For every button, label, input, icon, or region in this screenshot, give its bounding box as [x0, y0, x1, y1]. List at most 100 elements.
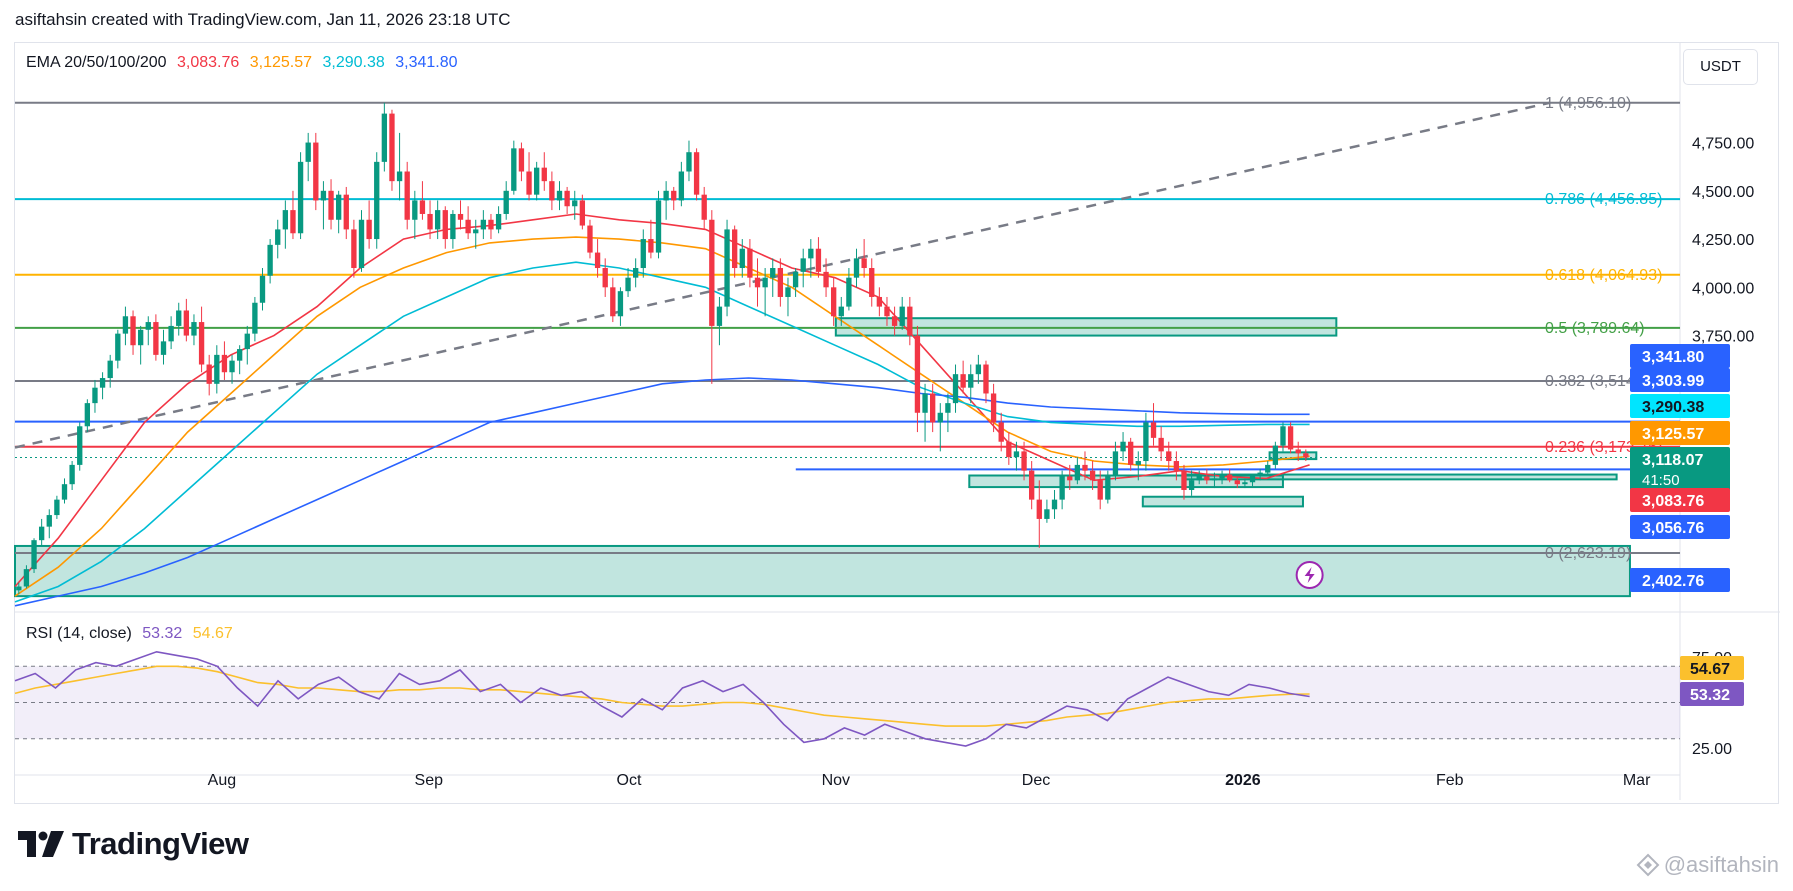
candle-body	[625, 277, 631, 292]
candle-body	[305, 142, 311, 162]
fib-level-label: 0 (2,623.19)	[1545, 545, 1631, 562]
price-tag-box	[1630, 421, 1730, 445]
ema20-value: 3,083.76	[177, 54, 240, 71]
candle-body	[587, 225, 593, 253]
price-tag-label: 2,402.76	[1642, 573, 1704, 590]
candle-body	[412, 200, 418, 220]
candle-body	[427, 213, 433, 230]
candle-body	[937, 412, 943, 423]
rsi-tag-box	[1680, 682, 1744, 706]
price-tag-box	[1630, 515, 1730, 539]
candle-body	[1051, 499, 1058, 510]
candle-body	[176, 310, 182, 326]
candle-body	[594, 252, 601, 269]
time-tick-label: Mar	[1623, 772, 1651, 789]
candle-body	[351, 229, 357, 269]
candle-body	[945, 403, 951, 413]
binance-square-icon	[1636, 853, 1660, 877]
zones-layer	[14, 317, 1631, 598]
candle-body	[930, 393, 936, 423]
candle-body	[442, 210, 448, 240]
ema-line	[14, 213, 1310, 588]
price-tag-box	[1630, 568, 1730, 592]
candle-body	[1029, 470, 1035, 500]
rsi-tick-label: 25.00	[1692, 741, 1732, 758]
price-tick-label: 3,750.00	[1692, 329, 1754, 346]
candle-body	[434, 210, 441, 230]
candle-body	[640, 239, 646, 269]
candle-body	[808, 248, 814, 259]
candle-body	[404, 171, 410, 220]
chart-frame	[14, 42, 1779, 804]
candle-body	[1013, 451, 1020, 458]
candle-body	[1105, 476, 1111, 500]
candle-body	[511, 148, 517, 191]
rsi-line	[14, 650, 1310, 747]
candle-body	[389, 113, 395, 182]
candle-body	[1234, 480, 1240, 485]
candle-body	[1204, 476, 1210, 481]
candle-body	[1089, 470, 1096, 481]
price-tag-label: 3,125.57	[1642, 426, 1704, 443]
candle-body	[701, 194, 707, 220]
candle-body	[823, 271, 829, 288]
candle-body	[1211, 478, 1218, 481]
candle-body	[709, 219, 715, 326]
candle-body	[153, 322, 159, 355]
candle-body	[861, 258, 867, 269]
candle-body	[92, 387, 98, 404]
fib-level-label: 0.618 (4,064.93)	[1545, 267, 1662, 284]
candle-body	[1128, 441, 1134, 465]
price-tag-label: 3,056.76	[1642, 520, 1704, 537]
rsi-value: 53.32	[142, 625, 183, 642]
time-tick-label: Sep	[415, 772, 444, 789]
candle-body	[99, 378, 106, 388]
time-tick-label: Feb	[1436, 772, 1464, 789]
candle-body	[648, 239, 654, 253]
price-tag-box	[1630, 368, 1730, 392]
supply-demand-zone	[834, 317, 1338, 337]
price-tick-label: 4,500.00	[1692, 184, 1754, 201]
candle-body	[191, 322, 197, 336]
candle-body	[1021, 451, 1027, 471]
price-tag-label: 3,341.80	[1642, 349, 1704, 366]
candle-body	[1067, 476, 1073, 481]
candle-body	[160, 341, 167, 355]
candle-body	[800, 258, 806, 272]
ema-legend-title: EMA 20/50/100/200	[26, 54, 167, 71]
candle-body	[282, 210, 289, 230]
candle-body	[1287, 426, 1294, 450]
candle-body	[473, 229, 479, 234]
tradingview-logo[interactable]: TradingView	[18, 826, 249, 862]
candle-body	[922, 393, 928, 413]
candle-body	[358, 219, 365, 269]
candle-body	[275, 229, 281, 245]
candle-body	[747, 248, 753, 278]
candle-body	[450, 213, 456, 240]
candle-body	[960, 374, 966, 388]
candle-body	[990, 393, 997, 423]
rsi-tag-label: 53.32	[1690, 687, 1730, 704]
candle-body	[122, 316, 129, 334]
candle-body	[1272, 445, 1279, 465]
candle-body	[46, 515, 52, 527]
candle-body	[1143, 422, 1149, 462]
candle-body	[869, 268, 875, 297]
candle-body	[632, 268, 639, 278]
currency-unit-button[interactable]: USDT	[1683, 49, 1758, 85]
candle-body	[23, 569, 30, 587]
candle-body	[221, 354, 228, 373]
supply-demand-zone	[968, 474, 1284, 489]
ema-legend[interactable]: EMA 20/50/100/200 3,083.76 3,125.57 3,29…	[26, 54, 464, 72]
candle-body	[914, 335, 921, 413]
candle-body	[853, 258, 860, 278]
candle-body	[503, 190, 509, 214]
chart-header: asiftahsin created with TradingView.com,…	[15, 10, 510, 30]
fib-level-label: 0.5 (3,789.64)	[1545, 320, 1645, 337]
candle-body	[297, 161, 304, 234]
price-axis-ticks: 4,750.00 4,500.00 4,250.00 4,000.00 3,750.00	[1692, 136, 1754, 346]
time-tick-label: Aug	[208, 772, 236, 789]
rsi-legend[interactable]: RSI (14, close) 53.32 54.67	[26, 625, 239, 643]
candle-body	[602, 268, 608, 288]
